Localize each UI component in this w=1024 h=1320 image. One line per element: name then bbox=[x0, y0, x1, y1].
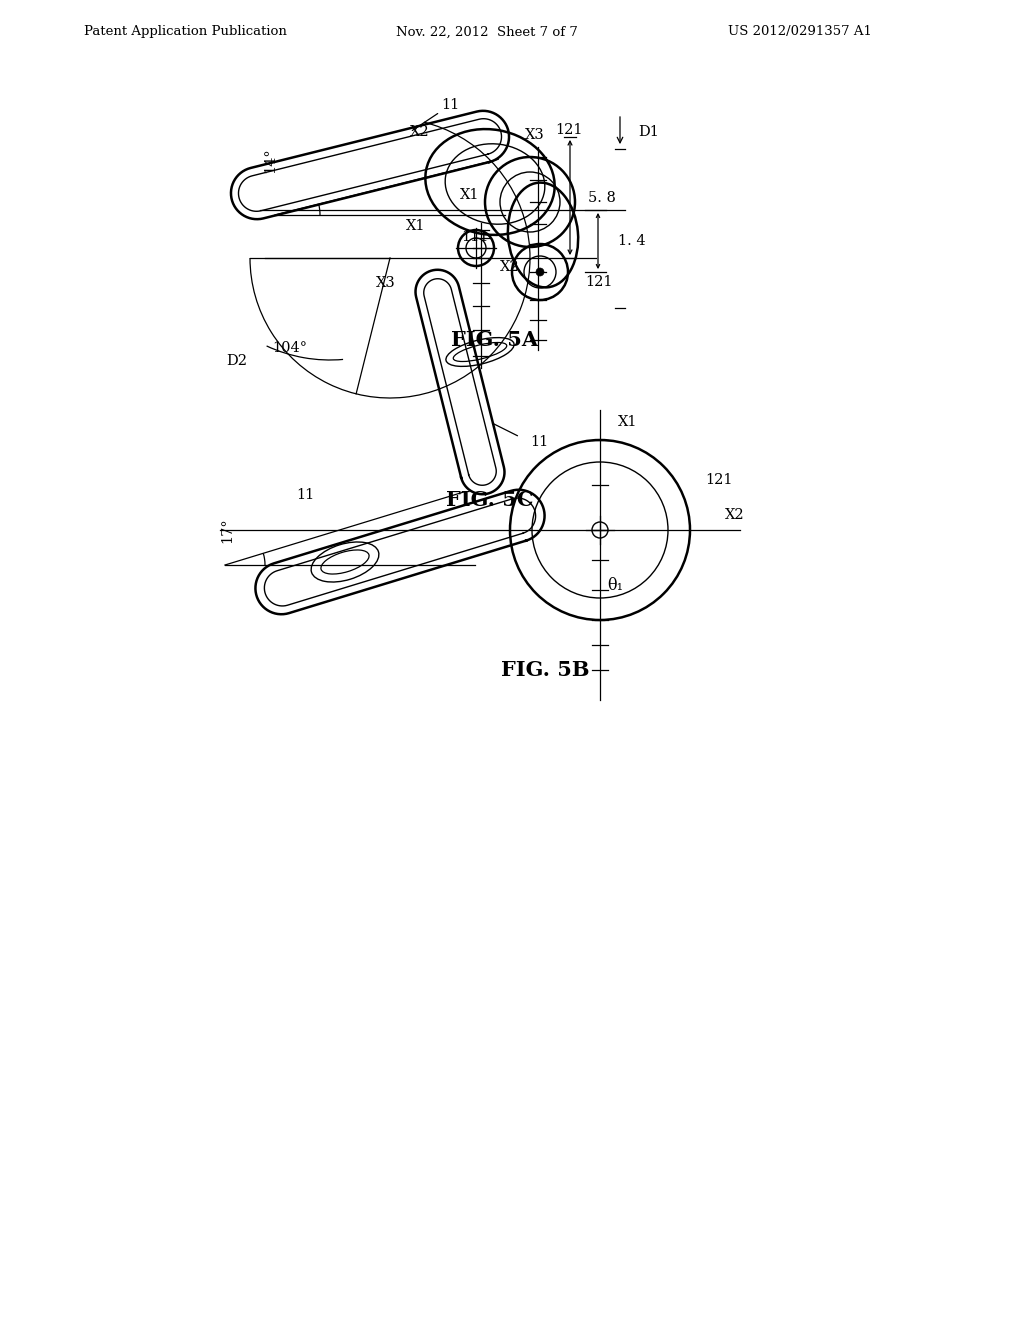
Text: 11: 11 bbox=[296, 488, 314, 502]
Text: Patent Application Publication: Patent Application Publication bbox=[84, 25, 287, 38]
Text: X2: X2 bbox=[725, 508, 744, 521]
Text: X3: X3 bbox=[376, 276, 396, 290]
Text: 1. 4: 1. 4 bbox=[618, 234, 645, 248]
Text: X1: X1 bbox=[618, 414, 638, 429]
Text: 11: 11 bbox=[530, 436, 548, 449]
Text: 121: 121 bbox=[705, 473, 732, 487]
Text: X2: X2 bbox=[411, 125, 430, 139]
Text: FIG. 5B: FIG. 5B bbox=[501, 660, 589, 680]
Text: X2: X2 bbox=[500, 260, 520, 275]
Text: X3: X3 bbox=[525, 128, 545, 143]
Circle shape bbox=[536, 268, 544, 276]
Text: 121: 121 bbox=[555, 123, 583, 137]
Text: D2: D2 bbox=[226, 354, 247, 368]
Text: D1: D1 bbox=[638, 124, 658, 139]
Text: 5. 8: 5. 8 bbox=[588, 190, 615, 205]
Text: θ₁: θ₁ bbox=[607, 577, 623, 594]
Text: 104°: 104° bbox=[272, 341, 307, 355]
Text: FIG. 5C: FIG. 5C bbox=[446, 490, 534, 510]
Text: 14°: 14° bbox=[263, 148, 278, 173]
Text: Nov. 22, 2012  Sheet 7 of 7: Nov. 22, 2012 Sheet 7 of 7 bbox=[396, 25, 578, 38]
Text: 11: 11 bbox=[441, 98, 459, 112]
Text: US 2012/0291357 A1: US 2012/0291357 A1 bbox=[728, 25, 872, 38]
Text: X1: X1 bbox=[460, 187, 480, 202]
Text: 111: 111 bbox=[462, 230, 488, 244]
Text: FIG. 5A: FIG. 5A bbox=[452, 330, 539, 350]
Text: 121: 121 bbox=[585, 275, 612, 289]
Text: X1: X1 bbox=[407, 219, 426, 234]
Text: 17°: 17° bbox=[220, 517, 234, 543]
